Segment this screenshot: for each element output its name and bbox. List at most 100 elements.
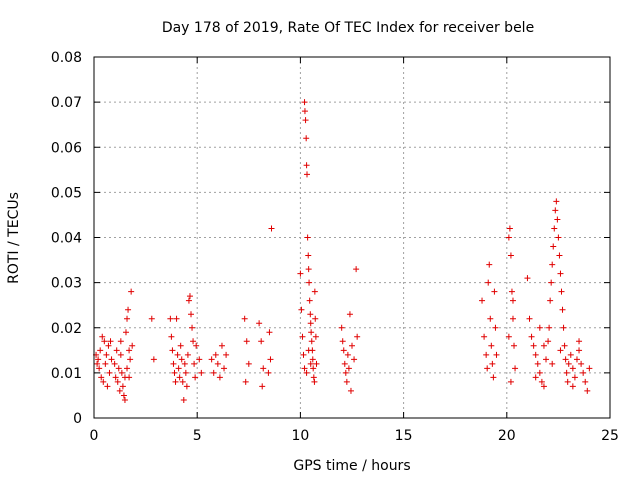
data-point	[550, 243, 557, 250]
data-point	[169, 347, 176, 354]
data-point	[107, 338, 114, 345]
grid-lines	[94, 57, 610, 418]
data-point	[538, 378, 545, 385]
data-point	[560, 324, 567, 331]
data-point	[127, 356, 134, 363]
data-point	[260, 365, 267, 372]
y-tick-label: 0.06	[51, 140, 82, 156]
data-point	[179, 378, 186, 385]
data-point	[551, 225, 558, 232]
data-point	[548, 279, 555, 286]
data-point	[99, 333, 106, 340]
x-tick-label: 0	[90, 428, 99, 444]
data-point	[116, 387, 123, 394]
data-point	[557, 347, 564, 354]
data-point	[554, 216, 561, 223]
data-point	[305, 347, 312, 354]
data-point	[309, 356, 316, 363]
data-point	[564, 378, 571, 385]
data-point	[549, 261, 556, 268]
data-point	[98, 374, 105, 381]
data-point	[183, 383, 190, 390]
data-point	[347, 387, 354, 394]
data-point	[344, 351, 351, 358]
data-point	[485, 279, 492, 286]
data-point	[95, 356, 102, 363]
data-point	[584, 387, 591, 394]
data-point	[245, 360, 252, 367]
data-point	[117, 351, 124, 358]
data-point	[354, 333, 361, 340]
data-point	[303, 135, 310, 142]
data-point	[303, 369, 310, 376]
data-point	[299, 333, 306, 340]
chart-title: Day 178 of 2019, Rate Of TEC Index for r…	[162, 20, 534, 36]
data-point	[96, 365, 103, 372]
data-point	[562, 356, 569, 363]
data-point	[301, 365, 308, 372]
data-point	[214, 360, 221, 367]
data-point	[508, 288, 515, 295]
data-point	[561, 342, 568, 349]
data-point	[182, 369, 189, 376]
data-point	[185, 297, 192, 304]
data-point	[302, 117, 309, 124]
x-axis-label: GPS time / hours	[293, 458, 410, 474]
data-point	[557, 270, 564, 277]
data-point	[569, 365, 576, 372]
data-point	[113, 347, 120, 354]
y-tick-label: 0.01	[51, 366, 82, 382]
data-point	[101, 338, 108, 345]
data-point	[507, 252, 514, 259]
data-point	[582, 378, 589, 385]
data-point	[313, 360, 320, 367]
data-point	[193, 342, 200, 349]
data-point	[540, 383, 547, 390]
data-point	[586, 365, 593, 372]
axis-ticks: 0 5 10 15 20 25 0 0.01 0.02 0.03 0.04 0.05 0.06 0.07 0…	[51, 50, 619, 444]
data-point	[104, 383, 111, 390]
data-point	[176, 374, 183, 381]
data-point	[311, 378, 318, 385]
data-point	[528, 333, 535, 340]
data-point	[243, 338, 250, 345]
y-tick-label: 0	[73, 411, 82, 427]
data-point	[148, 315, 155, 322]
data-point	[530, 342, 537, 349]
data-point	[558, 288, 565, 295]
data-point	[545, 338, 552, 345]
data-point	[484, 365, 491, 372]
data-point	[173, 315, 180, 322]
data-point	[170, 360, 177, 367]
data-point	[119, 383, 126, 390]
x-tick-label: 15	[395, 428, 413, 444]
data-point	[114, 378, 121, 385]
data-point	[526, 315, 533, 322]
data-point	[178, 356, 185, 363]
data-point	[301, 108, 308, 115]
data-point	[208, 356, 215, 363]
data-point	[310, 365, 317, 372]
data-point	[506, 225, 513, 232]
data-point	[304, 234, 311, 241]
data-point	[124, 315, 131, 322]
data-point	[571, 374, 578, 381]
data-point	[559, 306, 566, 313]
data-point	[342, 369, 349, 376]
data-point	[567, 351, 574, 358]
data-point	[543, 356, 550, 363]
data-point	[126, 374, 133, 381]
data-point	[259, 383, 266, 390]
data-point	[223, 351, 230, 358]
data-point	[532, 374, 539, 381]
y-tick-label: 0.07	[51, 95, 82, 111]
data-point	[546, 324, 553, 331]
y-tick-label: 0.02	[51, 321, 82, 337]
data-point	[126, 347, 133, 354]
data-point	[312, 333, 319, 340]
data-point	[97, 347, 104, 354]
data-point	[307, 360, 314, 367]
data-point	[189, 324, 196, 331]
data-point	[505, 333, 512, 340]
